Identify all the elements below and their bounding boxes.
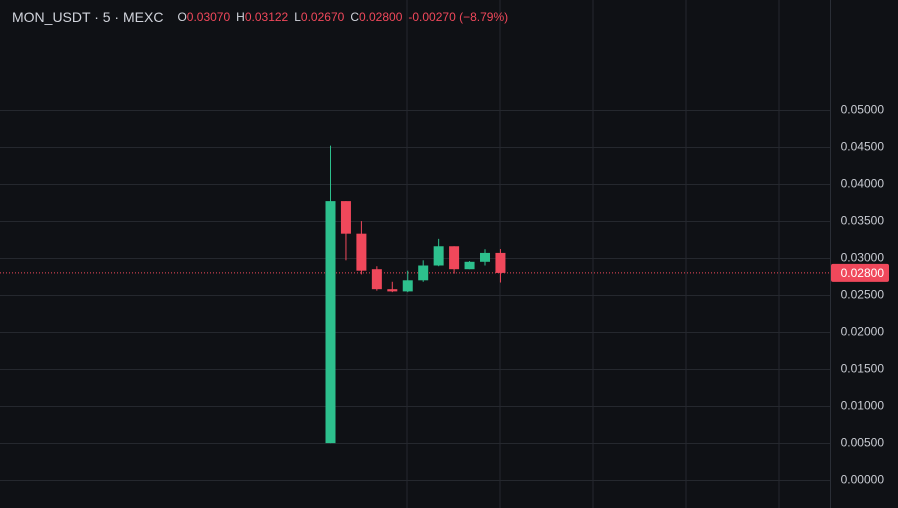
y-tick-label: 0.03500: [841, 214, 885, 228]
change-value: -0.00270 (−8.79%): [408, 10, 508, 24]
candle-body: [418, 265, 429, 281]
candle-body: [449, 246, 460, 270]
y-tick-label: 0.04500: [841, 140, 885, 154]
vertical-grid: [406, 0, 780, 508]
legend-key: H: [236, 10, 245, 24]
legend-key: C: [350, 10, 359, 24]
symbol-title: MON_USDT · 5 · MEXC: [12, 9, 163, 25]
y-tick-label: 0.02500: [841, 288, 885, 302]
y-tick-label: 0.04000: [841, 177, 885, 191]
candle-body: [495, 252, 506, 273]
y-tick-label: 0.00500: [841, 436, 885, 450]
y-tick-label: 0.01000: [841, 399, 885, 413]
y-tick-label: 0.00000: [841, 473, 885, 487]
candle-body: [402, 280, 413, 292]
y-tick-label: 0.02000: [841, 325, 885, 339]
legend-value: 0.03122: [245, 10, 289, 24]
y-tick-label: 0.03000: [841, 251, 885, 265]
legend-value: 0.02670: [301, 10, 345, 24]
candle-body: [480, 252, 490, 262]
legend-value: 0.03070: [187, 10, 231, 24]
candle-body: [433, 246, 444, 266]
legend-key: O: [177, 10, 186, 24]
candle-body: [387, 289, 398, 292]
candle-body: [371, 269, 382, 290]
legend-value: 0.02800: [359, 10, 403, 24]
y-tick-label: 0.05000: [841, 103, 885, 117]
candle-body: [464, 261, 475, 270]
y-tick-label: 0.01500: [841, 362, 885, 376]
legend-key: L: [294, 10, 301, 24]
candle-body: [340, 201, 351, 234]
header: MON_USDT · 5 · MEXC O0.03070 H0.03122 L0.02…: [12, 9, 508, 25]
candle-body: [325, 201, 336, 444]
last-price-label: 0.02800: [841, 266, 885, 280]
last-price-tag: [831, 263, 889, 282]
candle-body: [356, 233, 367, 271]
